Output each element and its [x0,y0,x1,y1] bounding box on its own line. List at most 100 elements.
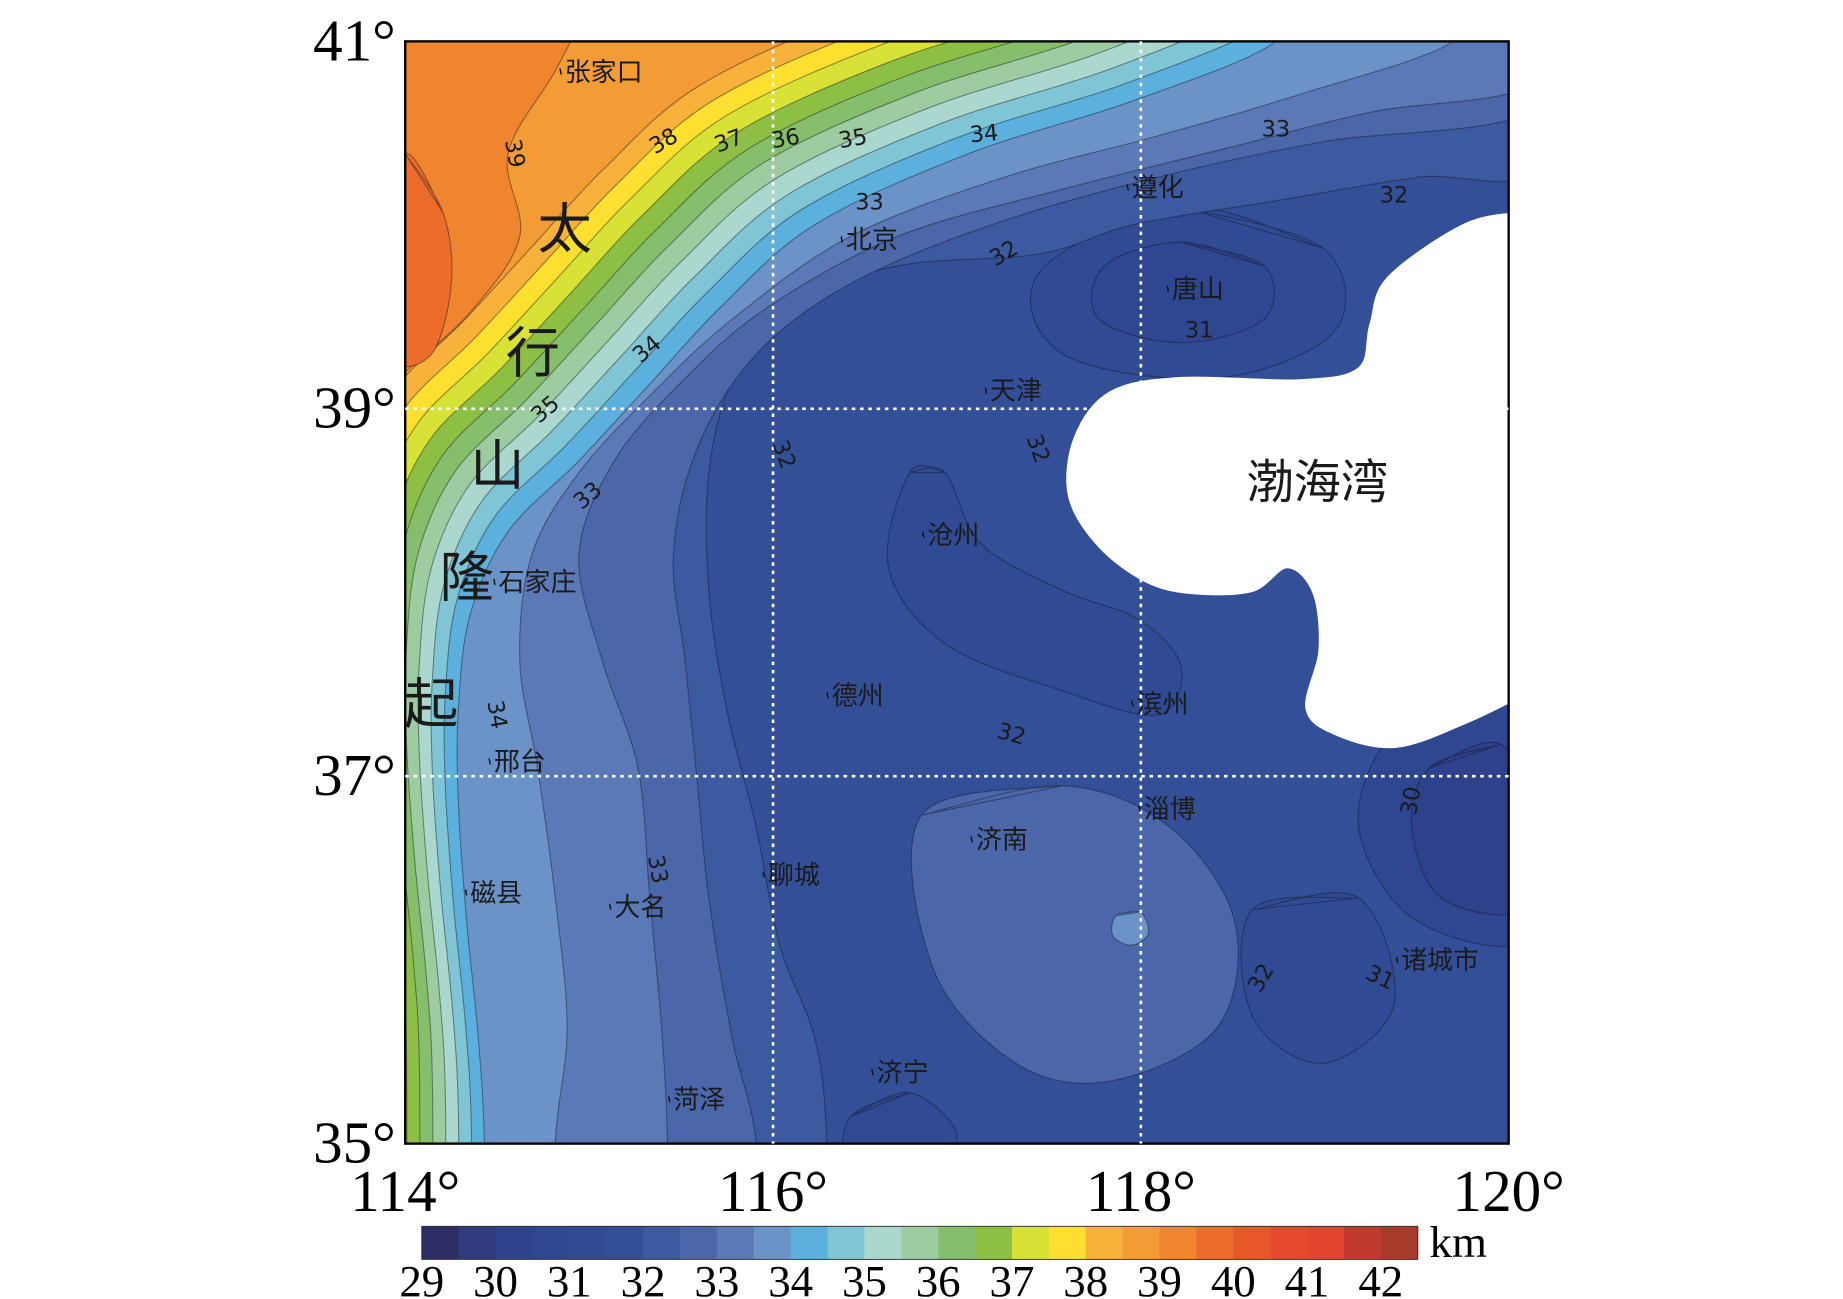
colorbar-swatch [1122,1226,1161,1260]
colorbar-tick-label: 29 [399,1256,444,1299]
colorbar-swatch [753,1226,792,1260]
city-label: 济南 [976,826,1028,856]
colorbar-tick-label: 31 [547,1256,592,1299]
contour-band [1111,910,1150,946]
contour-band [405,153,453,367]
contour-band [405,41,952,1144]
lon-tick-label: 114° [350,1158,460,1224]
contour-band [405,41,1017,1144]
map-area [405,41,1509,1144]
city-marker [826,692,829,699]
city-marker [559,68,562,75]
city-marker [984,387,988,394]
colorbar-swatch [790,1226,829,1260]
city-marker [608,903,612,910]
colorbar-swatch [1159,1226,1197,1260]
city-label: 诸城市 [1401,946,1479,976]
colorbar-tick-label: 35 [842,1256,887,1299]
colorbar-swatch [1233,1226,1271,1260]
city-marker [488,758,491,765]
city-label: 邢台 [494,748,546,778]
city-marker [667,1096,671,1103]
city-marker [1166,285,1170,292]
contour-label: 33 [642,853,673,886]
colorbar-swatch [1307,1226,1345,1260]
contour-band [1240,892,1396,1064]
city-marker [1126,184,1129,191]
city-marker [1131,700,1134,707]
colorbar-swatch [1048,1226,1087,1260]
colorbar-tick-label: 41 [1285,1256,1330,1299]
colorbar-frame [421,1225,1419,1260]
colorbar-unit: km [1430,1217,1487,1267]
map-frame [404,40,1510,1145]
contour-label: 33 [1262,116,1291,142]
contour-band [910,785,1239,1084]
city-label: 石家庄 [499,568,577,598]
city-marker [493,578,496,585]
colorbar-tick-label: 40 [1211,1256,1256,1299]
colorbar-swatch [716,1226,755,1260]
city-label: 德州 [832,682,884,712]
colorbar-swatch [864,1226,902,1260]
colorbar-swatch [532,1226,570,1260]
city-label: 菏泽 [673,1086,725,1116]
city-marker [970,836,973,843]
city-label: 淄博 [1144,795,1196,825]
colorbar-swatch [569,1226,607,1260]
colorbar-swatch [827,1226,865,1260]
colorbar-swatch [1085,1226,1124,1260]
colorbar-swatch [643,1226,681,1260]
colorbar-swatch [1196,1226,1234,1260]
city-marker [464,889,468,896]
city-label: 大名 [614,893,666,923]
city-label: 济宁 [877,1058,929,1088]
colorbar-swatch [1380,1226,1419,1260]
colorbar-tick-label: 30 [473,1256,518,1299]
city-marker [840,236,844,243]
contour-label: 31 [1185,317,1214,343]
city-label: 张家口 [565,58,643,88]
contour-band [1410,741,1509,916]
city-marker [1138,805,1141,812]
colorbar-swatch [938,1226,976,1260]
colorbar-tick-label: 39 [1137,1256,1182,1299]
contour-label: 39 [499,137,530,170]
colorbar-swatch [495,1226,534,1260]
lat-tick-label: 41° [313,7,396,73]
city-label: 北京 [846,226,898,256]
city-label: 天津 [990,377,1042,407]
colorbar-tick-label: 34 [768,1256,813,1299]
colorbar-swatch [975,1226,1013,1260]
colorbar-swatch [901,1226,939,1260]
contour-band [886,465,1183,716]
city-label: 聊城 [768,861,820,891]
region-label: 渤海湾 [1246,456,1388,511]
city-marker [1395,956,1399,964]
city-label: 遵化 [1132,174,1184,204]
region-label: 太行山隆起 [404,200,592,735]
colorbar-tick-label: 42 [1358,1256,1403,1299]
contour-label: 34 [481,698,512,731]
lon-tick-label: 118° [1086,1158,1196,1224]
colorbar-swatch [1343,1226,1382,1260]
colorbar-tick-label: 38 [1063,1256,1108,1299]
contour-band [842,1092,958,1144]
lat-tick-label: 39° [313,375,396,441]
contour-label: 30 [1396,785,1427,818]
colorbar-swatch [1011,1226,1050,1260]
city-marker [871,1069,874,1076]
colorbar-swatch [606,1226,644,1260]
city-label: 滨州 [1137,690,1189,720]
lon-tick-label: 116° [718,1158,828,1224]
contour-band [1090,241,1275,344]
city-marker [921,531,925,538]
lat-tick-label: 37° [313,742,396,808]
lat-tick-label: 35° [313,1110,396,1176]
contour-label: 35 [837,124,870,155]
contour-label: 32 [1380,183,1409,209]
city-marker [762,871,766,878]
